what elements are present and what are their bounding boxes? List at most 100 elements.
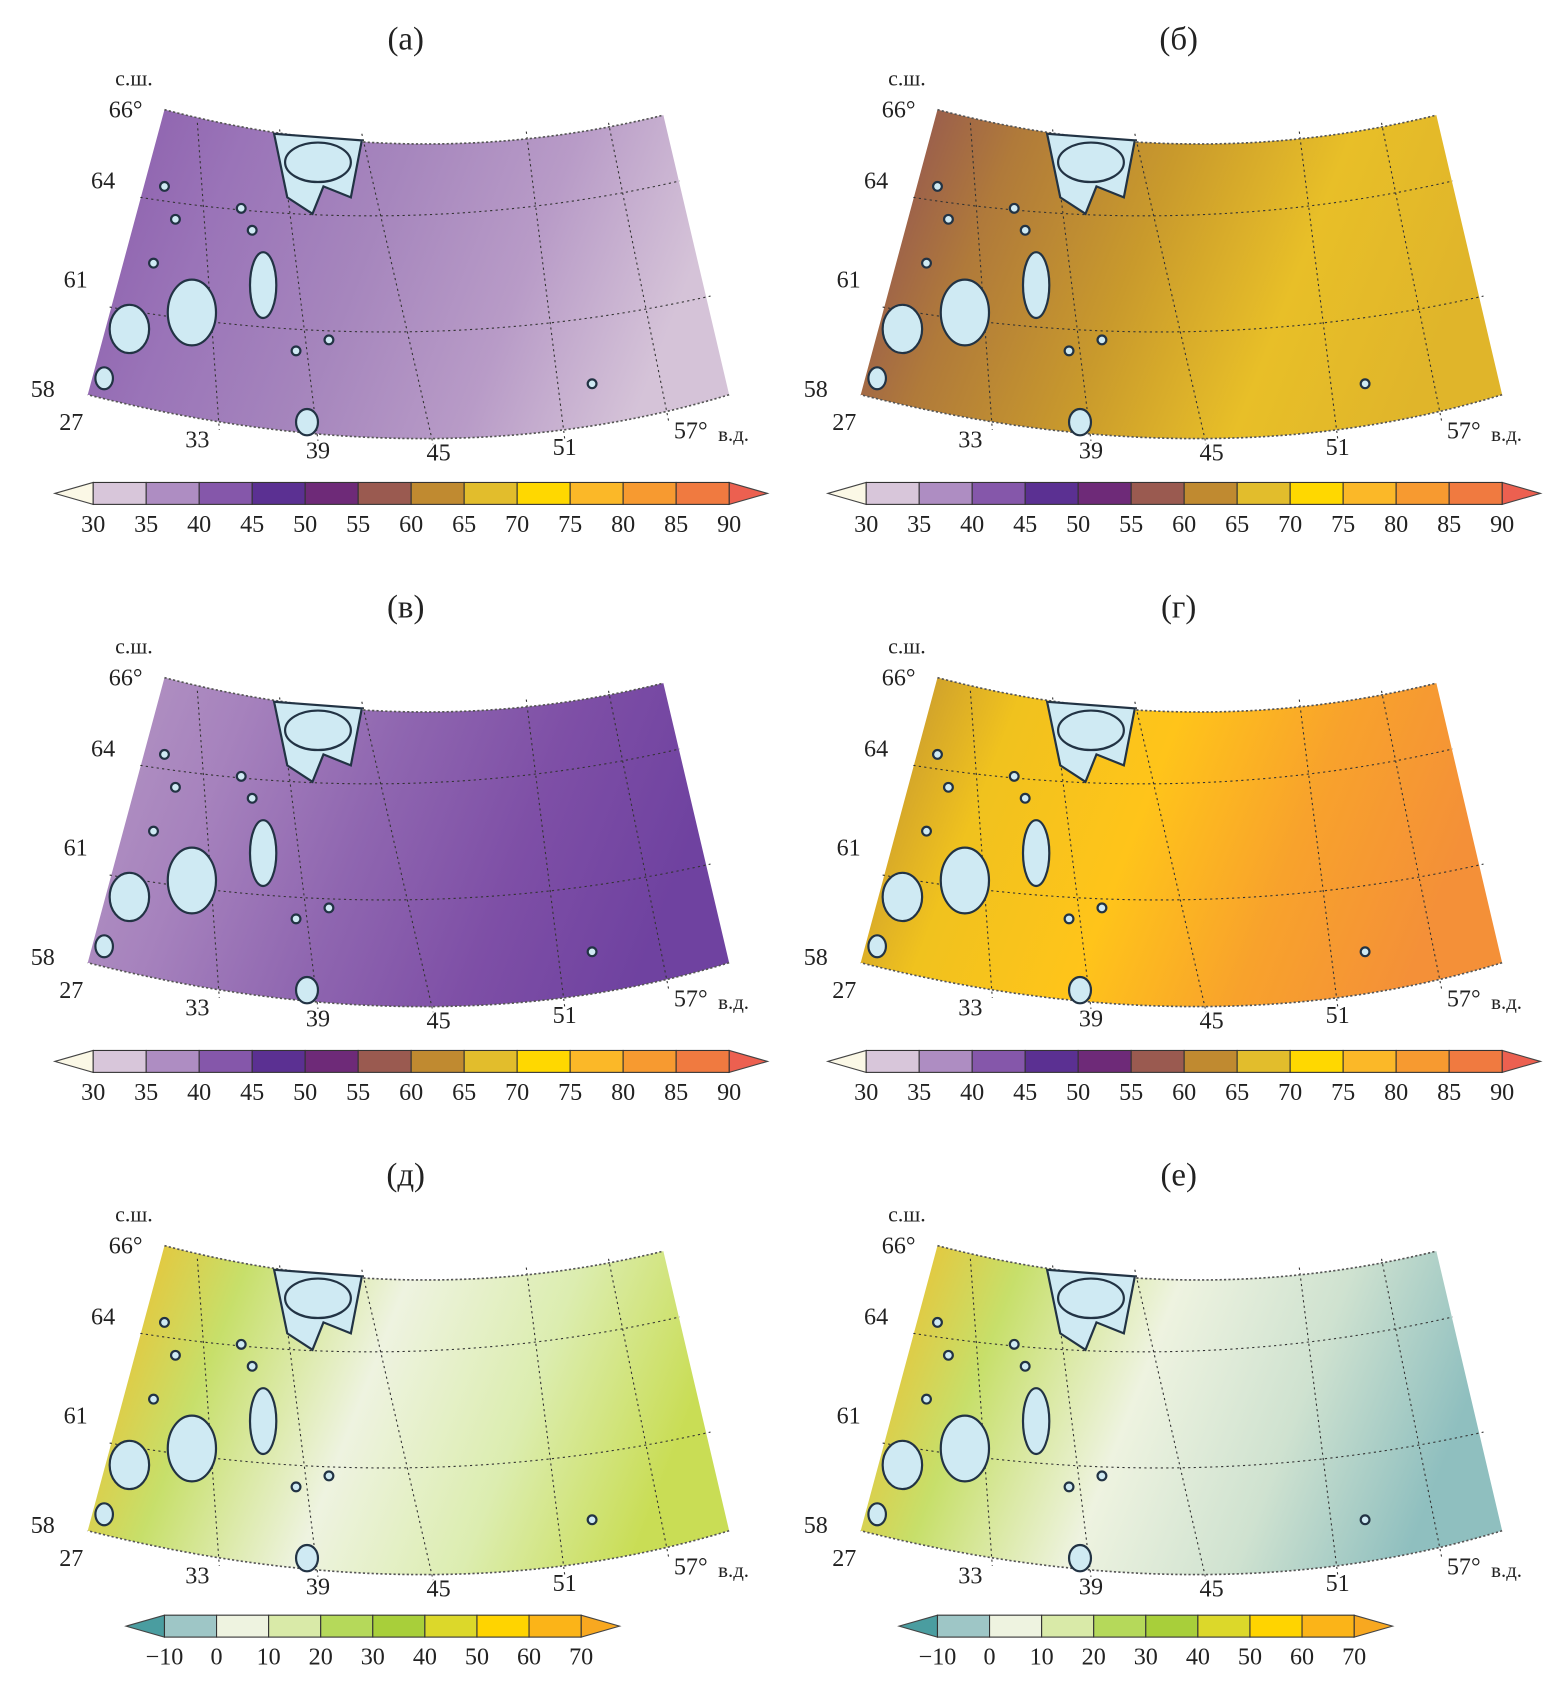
latitude-label: 58: [31, 945, 55, 971]
colorbar-over-triangle: [1501, 481, 1543, 506]
lake: [1021, 1387, 1051, 1456]
colorbar-box: [1448, 481, 1503, 505]
lake: [283, 1277, 352, 1320]
panel-title: (а): [387, 21, 423, 57]
colorbar-box: [971, 481, 1026, 505]
lake: [942, 1349, 954, 1361]
lake: [1359, 946, 1371, 958]
longitude-label: 45: [427, 1577, 451, 1603]
map-bottom-edge: [860, 393, 1503, 440]
latitude-label: 66°: [109, 1233, 143, 1259]
latitude-label: 66°: [109, 97, 143, 123]
colorbar-tick-label: 80: [611, 512, 635, 538]
colorbar-tick-label: −10: [146, 1645, 184, 1671]
lake: [283, 141, 352, 184]
meridian-line: [1298, 131, 1339, 439]
colorbar-box: [92, 481, 147, 505]
longitude-label: 51: [553, 435, 577, 461]
meridian-line: [1134, 701, 1207, 1013]
lake: [94, 934, 115, 959]
lake: [1063, 345, 1075, 357]
map-top-edge: [164, 1244, 664, 1281]
colorbar-tick-label: 45: [240, 1080, 264, 1106]
latitude-label: 58: [31, 377, 55, 403]
colorbar-tick-label: 65: [1225, 512, 1249, 538]
longitude-label: 57°: [1447, 987, 1481, 1013]
colorbar-box: [1342, 481, 1397, 505]
colorbar-over-triangle: [1501, 1049, 1543, 1074]
colorbar-box: [918, 481, 973, 505]
colorbar-box: [1289, 481, 1344, 505]
map-panel-1: (б) с.ш. 66° 64 61 58 27 33 39 45 51 57° в.д. 30 35 40 4…: [773, 0, 1546, 568]
colorbar-box: [1024, 1049, 1079, 1073]
colorbar-tick-label: 30: [81, 512, 105, 538]
latitude-label: 61: [64, 267, 88, 293]
colorbar-box: [145, 481, 200, 505]
map-panel-4: (д) с.ш. 66° 64 61 58 27 33 39 45 51 57° в.д. −10 0 10 2…: [0, 1136, 773, 1704]
meridian-line: [196, 122, 220, 430]
colorbar-tick-label: 10: [1030, 1645, 1054, 1671]
colorbar-tick-label: 40: [413, 1645, 437, 1671]
lake: [166, 1414, 218, 1483]
longitude-label: 45: [427, 441, 451, 467]
latitude-label: 64: [864, 737, 888, 763]
panel-title: (б): [1159, 21, 1198, 57]
parallel-line: [882, 295, 1484, 333]
meridian-line: [969, 122, 993, 430]
colorbar-tick-label: 35: [134, 1080, 158, 1106]
lake: [323, 334, 335, 346]
colorbar-tick-label: 50: [465, 1645, 489, 1671]
colorbar-tick-label: 30: [854, 512, 878, 538]
meridian-line: [1134, 133, 1207, 445]
longitude-label: 39: [306, 1574, 330, 1600]
lake: [94, 366, 115, 391]
meridian-line: [1380, 690, 1443, 991]
colorbar-box: [251, 1049, 306, 1073]
colorbar-tick-label: 50: [1066, 1080, 1090, 1106]
colorbar-tick-label: 45: [1013, 512, 1037, 538]
lake: [290, 345, 302, 357]
lake: [166, 278, 218, 347]
colorbar-box: [918, 1049, 973, 1073]
colorbar-box: [357, 1049, 412, 1073]
lake: [323, 1470, 335, 1482]
longitude-label: 33: [185, 1563, 209, 1589]
colorbar-tick-label: 90: [717, 512, 741, 538]
parallel-line: [882, 1431, 1484, 1469]
lake: [1019, 224, 1031, 236]
map-region: [860, 109, 1503, 439]
colorbar-box: [476, 1614, 530, 1638]
colorbar-tick-label: 80: [1384, 1080, 1408, 1106]
colorbar-tick-label: 90: [1490, 512, 1514, 538]
colorbar-tick-label: 60: [1172, 512, 1196, 538]
panel-title: (в): [387, 589, 424, 625]
parallel-line: [913, 180, 1453, 217]
lake: [1063, 913, 1075, 925]
lake: [867, 366, 888, 391]
north-label: с.ш.: [115, 634, 153, 659]
colorbar-box: [320, 1614, 374, 1638]
parallel-line: [913, 748, 1453, 785]
colorbar-box: [410, 1049, 465, 1073]
colorbar-tick-label: 65: [452, 1080, 476, 1106]
longitude-label: 51: [1326, 1003, 1350, 1029]
colorbar-box: [1197, 1614, 1251, 1638]
colorbar-tick-label: 40: [960, 1080, 984, 1106]
colorbar-box: [145, 1049, 200, 1073]
colorbar-box: [1301, 1614, 1355, 1638]
lake: [246, 792, 258, 804]
colorbar-tick-label: 90: [1490, 1080, 1514, 1106]
lake: [248, 1387, 278, 1456]
colorbar-tick-label: 55: [346, 512, 370, 538]
longitude-label: 33: [958, 1563, 982, 1589]
colorbar-tick-label: 55: [346, 1080, 370, 1106]
colorbar-tick-label: 70: [505, 512, 529, 538]
longitude-label: 27: [59, 410, 83, 436]
meridian-line: [525, 699, 566, 1007]
colorbar-tick-label: 30: [361, 1645, 385, 1671]
colorbar-box: [1395, 1049, 1450, 1073]
lake: [586, 946, 598, 958]
